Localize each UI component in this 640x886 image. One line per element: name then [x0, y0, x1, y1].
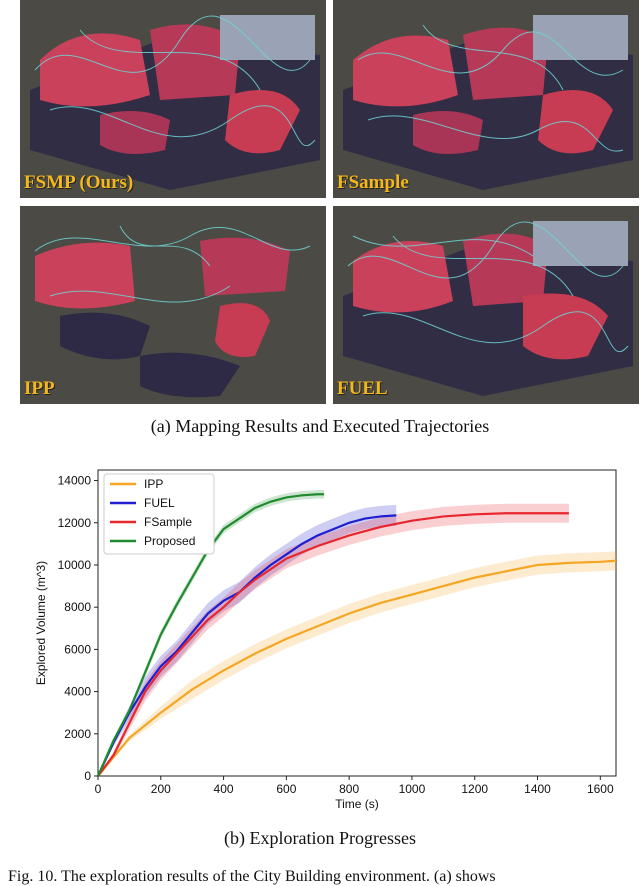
series-line-ipp [97, 559, 617, 777]
y-tick-label: 12000 [58, 516, 92, 530]
x-tick-label: 1400 [524, 782, 551, 796]
legend-label-fsample: FSample [144, 515, 192, 529]
x-tick-label: 200 [151, 782, 171, 796]
legend-label-fuel: FUEL [144, 496, 175, 510]
y-tick-label: 10000 [58, 558, 92, 572]
band-fsample [98, 503, 569, 776]
panel-fsample: FSample [333, 0, 639, 198]
panel-fsmp: FSMP (Ours) [20, 0, 326, 198]
x-axis-label: Time (s) [335, 797, 379, 811]
x-tick-label: 1600 [587, 782, 614, 796]
map-render-fuel [333, 206, 639, 404]
panel-label-fsample: FSample [337, 172, 409, 193]
exploration-chart: 0 200 400 600 800 1000 1200 1400 1600 0 2000 4000 6… [34, 469, 617, 811]
x-tick-label: 0 [95, 782, 102, 796]
y-tick-label: 4000 [64, 685, 91, 699]
x-tick-label: 400 [214, 782, 234, 796]
caption-a: (a) Mapping Results and Executed Traject… [150, 416, 490, 436]
caption-b: (b) Exploration Progresses [224, 828, 416, 848]
x-tick-label: 600 [276, 782, 296, 796]
map-render-fsmp [20, 0, 326, 198]
series-line-fsample [97, 512, 569, 777]
panel-label-fsmp: FSMP (Ours) [24, 172, 134, 193]
y-tick-label: 8000 [64, 600, 91, 614]
panel-ipp: IPP [20, 206, 326, 404]
legend-box [103, 473, 215, 555]
panel-label-fuel: FUEL [337, 378, 388, 399]
y-tick-label: 0 [84, 769, 91, 783]
y-tick-label: 2000 [64, 727, 91, 741]
panel-label-ipp: IPP [24, 378, 55, 399]
series-line-proposed [96, 493, 325, 777]
x-tick-label: 800 [339, 782, 359, 796]
y-tick-label: 14000 [58, 474, 92, 488]
y-axis-label: Explored Volume (m^3) [34, 561, 48, 685]
legend: IPP FUEL FSample Proposed [103, 473, 215, 555]
x-tick-label: 1000 [399, 782, 426, 796]
y-tick-label: 6000 [64, 642, 91, 656]
map-render-ipp [20, 206, 326, 404]
legend-label-proposed: Proposed [144, 534, 195, 548]
figure-footer-text: Fig. 10. The exploration results of the … [8, 868, 496, 885]
map-render-fsample [333, 0, 639, 198]
legend-label-ipp: IPP [144, 477, 163, 491]
panel-fuel: FUEL [333, 206, 639, 404]
x-tick-label: 1200 [461, 782, 488, 796]
